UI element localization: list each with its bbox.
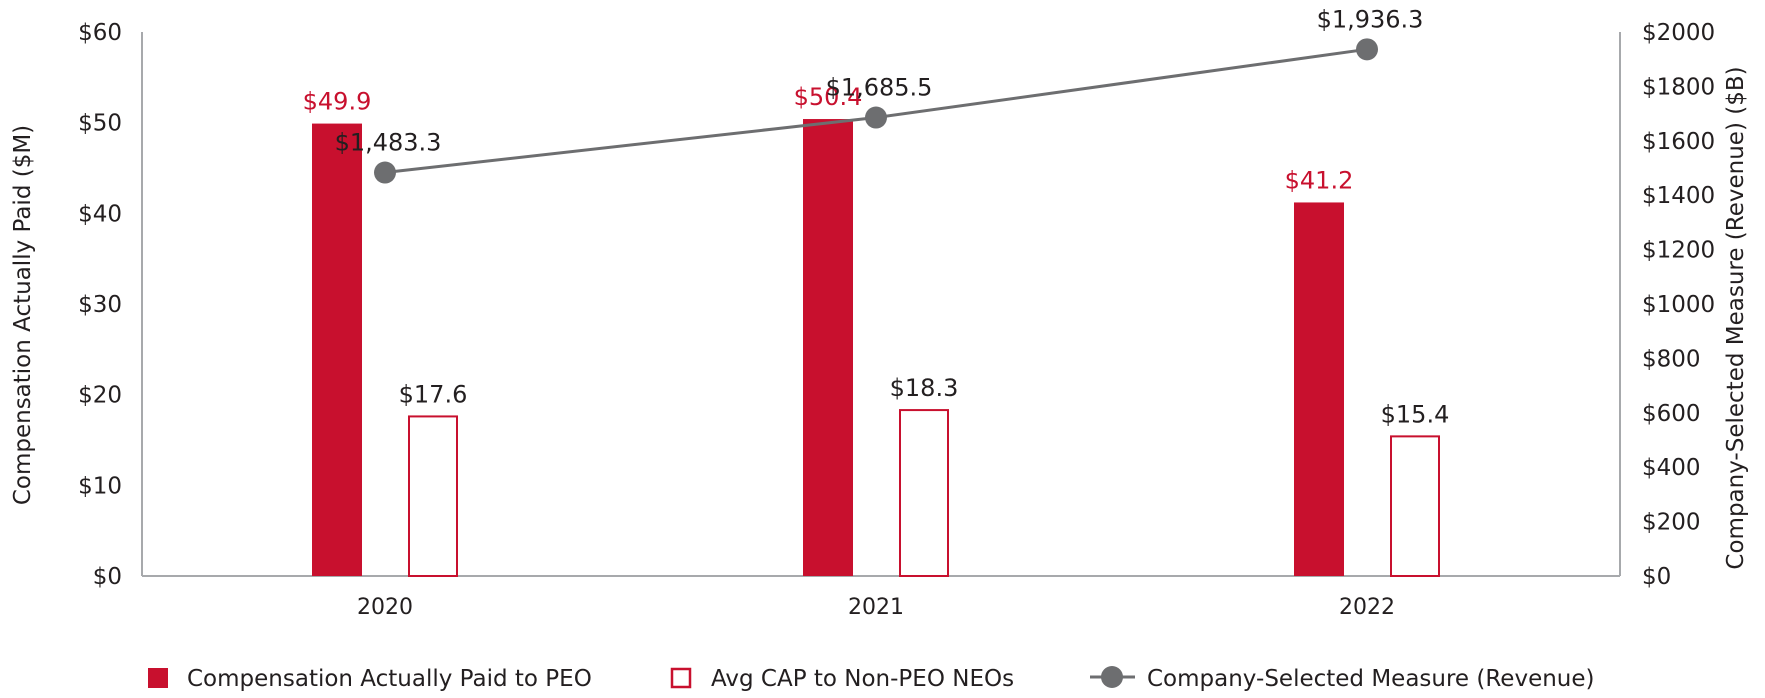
peo-bar [1294, 202, 1344, 576]
right-tick-label: $1800 [1642, 74, 1715, 100]
right-tick-label: $2000 [1642, 20, 1715, 46]
legend-label-revenue: Company-Selected Measure (Revenue) [1147, 666, 1595, 692]
revenue-point [374, 161, 396, 184]
left-tick-label: $10 [78, 473, 122, 499]
legend-label-neo: Avg CAP to Non-PEO NEOs [711, 666, 1014, 692]
legend-marker-revenue [1101, 666, 1123, 688]
neo-bar [1390, 435, 1440, 577]
left-tick-label: $20 [78, 383, 122, 409]
left-axis-ticks: $0 $10 $20 $30 $40 $50 $60 [78, 20, 122, 590]
legend-swatch-neo [670, 667, 692, 689]
revenue-point [865, 106, 887, 129]
legend: Compensation Actually Paid to PEO Avg CA… [148, 666, 1595, 692]
revenue-series [374, 38, 1378, 184]
revenue-value-label: $1,483.3 [335, 129, 442, 157]
right-tick-label: $200 [1642, 510, 1701, 536]
right-axis-ticks: $0 $200 $400 $600 $800 $1000 $1200 $1400 $1600 $1… [1642, 20, 1715, 590]
peo-value-label: $49.9 [303, 88, 372, 116]
neo-value-label: $18.3 [890, 374, 959, 402]
x-tick-label: 2021 [848, 595, 904, 620]
neo-bars [408, 409, 1440, 577]
left-tick-label: $30 [78, 292, 122, 318]
right-tick-label: $0 [1642, 564, 1671, 590]
neo-value-label: $15.4 [1381, 400, 1450, 428]
neo-bar [408, 415, 458, 577]
right-tick-label: $800 [1642, 346, 1701, 372]
revenue-value-label: $1,936.3 [1317, 5, 1424, 33]
neo-bar [899, 409, 949, 577]
left-tick-label: $50 [78, 111, 122, 137]
neo-value-label: $17.6 [399, 380, 468, 408]
peo-value-label: $41.2 [1285, 166, 1354, 194]
legend-label-peo: Compensation Actually Paid to PEO [187, 666, 592, 692]
right-tick-label: $1200 [1642, 238, 1715, 264]
right-tick-label: $600 [1642, 401, 1701, 427]
left-axis-title: Compensation Actually Paid ($M) [10, 125, 36, 505]
right-tick-label: $400 [1642, 455, 1701, 481]
revenue-value-label: $1,685.5 [826, 74, 933, 102]
right-axis-title: Company-Selected Measure (Revenue) ($B) [1723, 66, 1749, 569]
peo-bar [803, 119, 853, 576]
x-axis-ticks: 2020 2021 2022 [357, 595, 1395, 620]
left-tick-label: $60 [78, 20, 122, 46]
data-labels: $49.9 $50.4 $41.2 $17.6 $18.3 $15.4 $1,483.3 $1… [303, 5, 1450, 428]
peo-bars [312, 119, 1344, 576]
revenue-point [1356, 38, 1378, 61]
peo-value-label: $50.4 [794, 83, 863, 111]
right-tick-label: $1600 [1642, 129, 1715, 155]
left-tick-label: $40 [78, 201, 122, 227]
left-tick-label: $0 [93, 564, 122, 590]
x-tick-label: 2020 [357, 595, 413, 620]
right-tick-label: $1400 [1642, 183, 1715, 209]
legend-swatch-peo [148, 668, 168, 688]
peo-bar [312, 123, 362, 576]
right-tick-label: $1000 [1642, 292, 1715, 318]
x-tick-label: 2022 [1339, 595, 1395, 620]
